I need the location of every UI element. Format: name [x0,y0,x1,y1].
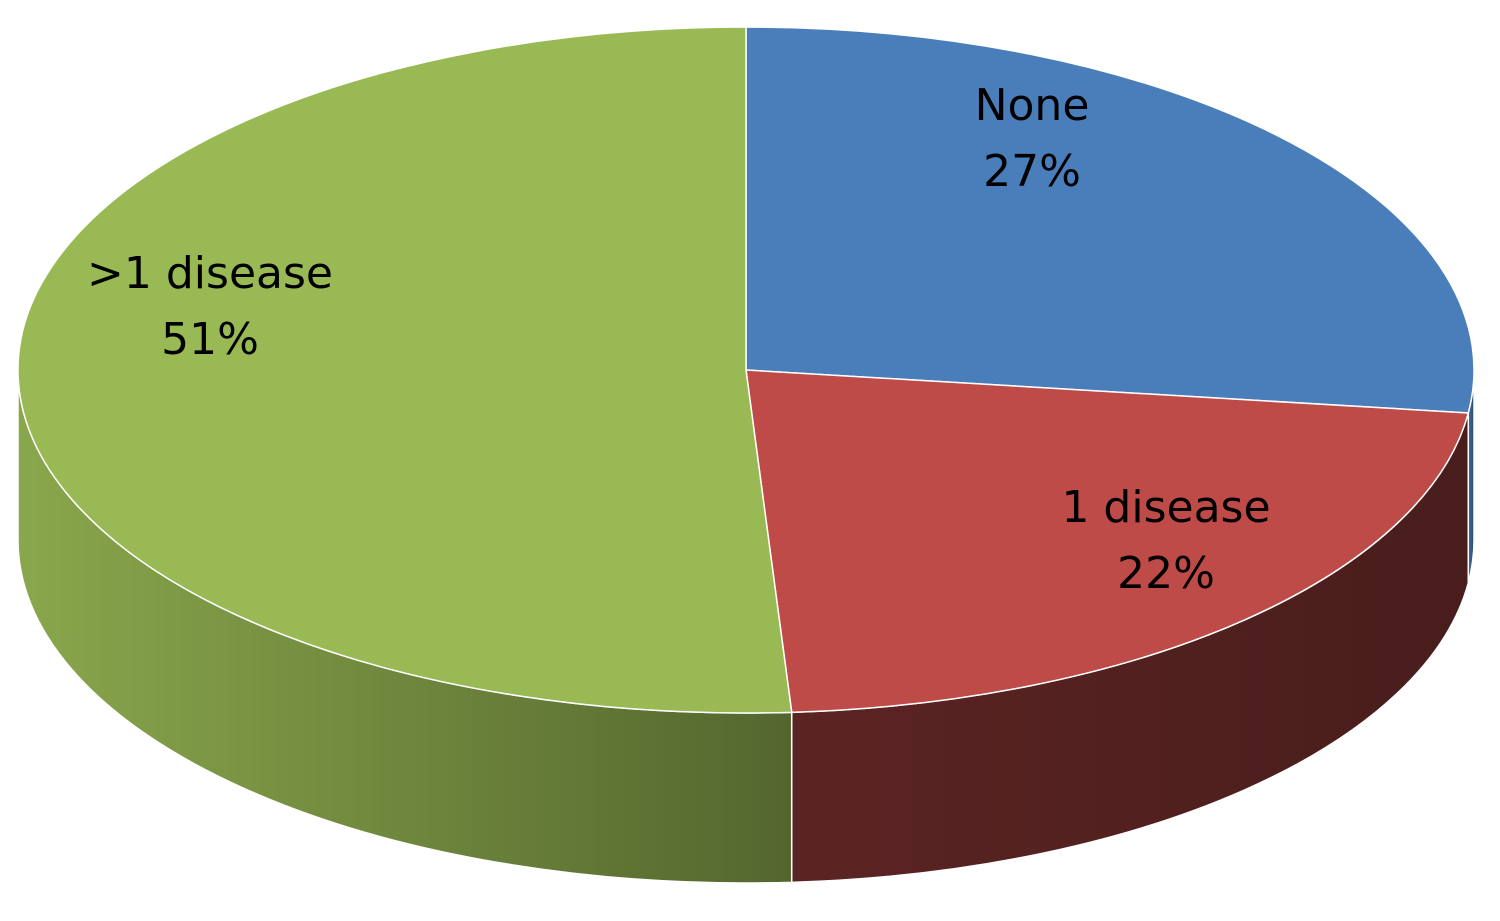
slice-label-0: None [975,80,1090,131]
pie-slice-0 [745,26,1475,414]
pie-slice-2 [17,26,793,714]
pie-labels: None 27% 1 disease 22% >1 disease 51% [87,80,1271,599]
slice-percent-1: 22% [1117,548,1215,599]
slice-percent-0: 27% [983,146,1081,197]
slice-label-1: 1 disease [1061,482,1270,533]
slice-label-2: >1 disease [87,248,333,299]
pie-tops [17,26,1475,714]
pie-slice-1 [745,369,1470,714]
slice-percent-2: 51% [161,314,259,365]
